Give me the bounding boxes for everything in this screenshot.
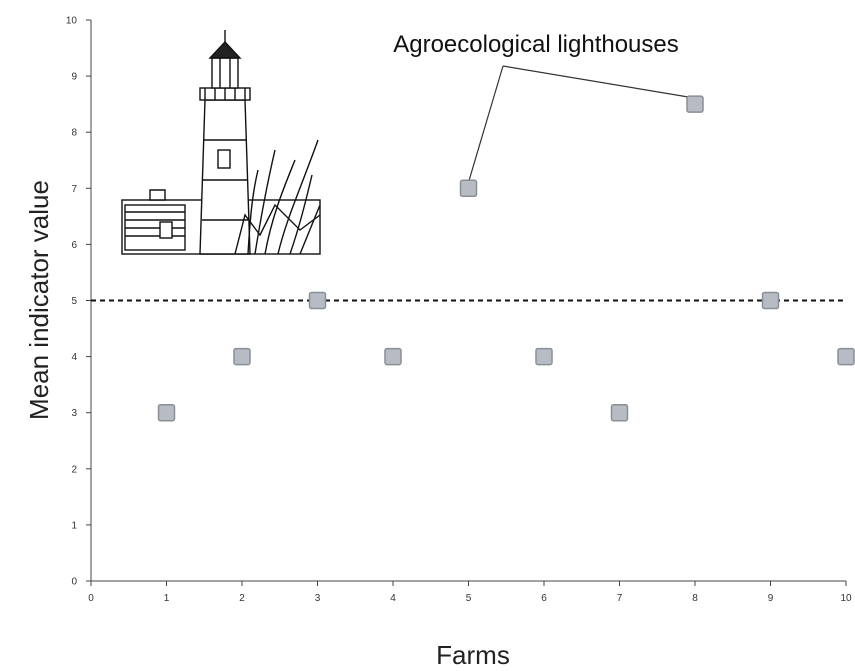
- x-axis-title: Farms: [436, 640, 510, 670]
- y-tick-label: 2: [71, 464, 77, 475]
- x-tick-label: 6: [541, 593, 547, 604]
- data-points: [157, 95, 855, 422]
- x-tick-label: 10: [840, 593, 852, 604]
- y-tick-label: 1: [71, 520, 77, 531]
- y-ticks: 0 1 2 3 4 5 6 7 8 9 10: [66, 16, 91, 588]
- y-tick-label: 9: [71, 72, 77, 83]
- x-tick-label: 3: [315, 593, 321, 604]
- annotation-pointer-line: [502, 65, 696, 99]
- data-point: [384, 347, 402, 366]
- x-tick-label: 0: [88, 593, 94, 604]
- annotation-label: Agroecological lighthouses: [393, 31, 679, 58]
- data-point: [459, 179, 478, 198]
- data-point: [686, 95, 704, 113]
- annotation-pointers: [467, 65, 696, 183]
- y-tick-label: 4: [71, 352, 77, 363]
- x-ticks: 0 1 2 3 4 5 6 7 8 9 10: [88, 581, 852, 604]
- lighthouse-icon: [121, 30, 321, 255]
- x-tick-label: 1: [164, 593, 170, 604]
- y-tick-label: 10: [66, 16, 78, 27]
- data-point: [535, 347, 553, 366]
- y-tick-label: 5: [71, 296, 77, 307]
- y-tick-label: 3: [71, 408, 77, 419]
- x-tick-label: 7: [617, 593, 623, 604]
- annotation-pointer-line: [467, 65, 504, 183]
- x-tick-label: 5: [466, 593, 472, 604]
- x-tick-label: 2: [239, 593, 245, 604]
- x-tick-label: 9: [768, 593, 774, 604]
- y-tick-label: 7: [71, 184, 77, 195]
- x-tick-label: 8: [692, 593, 698, 604]
- data-point: [837, 347, 855, 366]
- data-point: [761, 291, 780, 310]
- y-tick-label: 8: [71, 128, 77, 139]
- data-point: [610, 403, 629, 422]
- y-axis-title: Mean indicator value: [24, 180, 54, 420]
- x-tick-label: 4: [390, 593, 396, 604]
- y-tick-label: 0: [71, 577, 77, 588]
- y-tick-label: 6: [71, 240, 77, 251]
- data-point: [157, 403, 176, 422]
- data-point: [308, 291, 327, 310]
- data-point: [233, 347, 251, 366]
